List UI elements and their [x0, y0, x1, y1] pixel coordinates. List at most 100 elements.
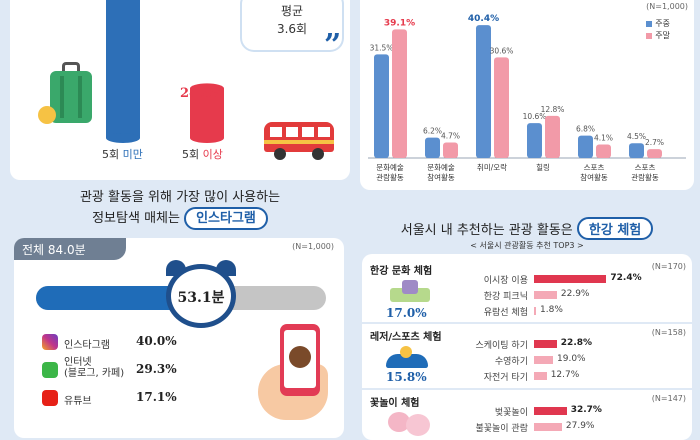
wave-illustration [386, 346, 428, 368]
youtube-icon [42, 390, 58, 406]
bar-over-5-base [190, 133, 224, 143]
category-label: 취미/오락 [477, 163, 507, 172]
data-label: 12.8% [541, 105, 565, 114]
category-label: 참여활동 [427, 172, 455, 182]
item-value: 22.9% [560, 289, 590, 299]
data-label: 4.1% [594, 134, 613, 143]
bar-weekday [629, 143, 644, 158]
category-label: 문화예술 [427, 162, 455, 172]
section-n-leisure: (N=158) [651, 328, 686, 337]
item-label: 불꽃놀이 관람 [475, 424, 528, 434]
bar-over-5-top [190, 83, 224, 94]
section-n-hangang: (N=170) [651, 262, 686, 271]
bar-weekend [443, 142, 458, 158]
category-label: 참여활동 [580, 172, 608, 182]
legend-weekday: 주중 [646, 18, 670, 29]
data-label: 6.2% [423, 127, 442, 136]
suitcase-illustration [38, 62, 94, 124]
over-5-label: 5회 이상 [182, 148, 223, 161]
section-pct-hangang: 17.0% [386, 306, 427, 320]
media-value-youtube: 17.1% [136, 390, 177, 404]
item-bar [534, 372, 547, 380]
hangang-picnic-illustration [390, 280, 430, 304]
item-value: 19.0% [557, 354, 586, 364]
media-title-line2: 정보탐색 매체는 인스타그램 [10, 207, 350, 230]
bar-under-5 [106, 0, 140, 138]
item-value: 12.7% [550, 370, 580, 380]
section-n-flower: (N=147) [651, 394, 686, 403]
data-label: 30.6% [490, 46, 514, 55]
close-quote-icon: ” [324, 28, 342, 63]
media-n-note: (N=1,000) [292, 242, 334, 251]
item-bar [534, 407, 567, 415]
bar-weekday [374, 54, 389, 158]
item-label: 스케이팅 하기 [475, 341, 528, 351]
item-value: 1.8% [540, 305, 563, 315]
section-name-hangang: 한강 문화 체험 [370, 266, 433, 277]
item-label: 벚꽃놀이 [494, 408, 528, 418]
item-label: 자전거 타기 [483, 373, 528, 383]
visit-frequency-panel: 5회 미만 24.8% 5회 이상 “ 평균 3.6회 ” [10, 0, 350, 180]
cherry-blossom-illustration [388, 412, 432, 438]
total-time-badge: 전체 84.0분 [14, 238, 126, 260]
bar-weekday [578, 135, 593, 158]
item-label: 한강 피크닉 [483, 292, 528, 302]
media-title-prefix: 정보탐색 매체는 [92, 211, 180, 226]
phone-in-hand-illustration [258, 324, 340, 424]
category-label: 스포츠 [584, 163, 605, 172]
section-name-leisure: 레저/스포츠 체험 [370, 332, 442, 343]
n-note: (N=1,000) [646, 2, 688, 11]
section-name-flower: 꽃놀이 체험 [370, 398, 420, 409]
activity-chart-panel: (N=1,000) 주중 주말 31.5% 39.1% 문화예술 관람활동 6.2% 4.… [360, 0, 694, 190]
item-bar [534, 423, 562, 431]
media-title-line1: 관광 활동을 위해 가장 많이 사용하는 [79, 190, 281, 205]
data-label: 4.7% [441, 132, 460, 141]
data-label: 4.5% [627, 132, 646, 141]
section-divider [362, 322, 692, 324]
category-label: 힐링 [536, 162, 550, 172]
data-label: 10.6% [523, 112, 547, 121]
bar-weekend [596, 144, 611, 158]
bar-weekend [545, 115, 560, 158]
media-title-highlight: 인스타그램 [184, 207, 268, 230]
media-title: 관광 활동을 위해 가장 많이 사용하는 정보탐색 매체는 인스타그램 [10, 188, 350, 230]
recommend-subtitle: < 서울시 관광활동 추천 TOP3 > [470, 241, 584, 250]
recommend-title: 서울시 내 추천하는 관광 활동은 한강 체험 [360, 217, 694, 240]
data-label: 40.4% [468, 14, 499, 24]
data-label: 2.7% [645, 138, 664, 147]
bar-over-5 [190, 88, 224, 138]
category-label: 문화예술 [376, 162, 404, 172]
item-label: 수영하기 [494, 357, 528, 367]
visit-bars [106, 0, 224, 143]
data-label: 31.5% [370, 43, 394, 52]
item-bar [534, 275, 607, 283]
recommend-title-prefix: 서울시 내 추천하는 관광 활동은 [400, 223, 573, 238]
category-label: 스포츠 [635, 163, 656, 172]
item-bar [534, 291, 557, 299]
bus-illustration [264, 122, 334, 160]
item-value: 32.7% [570, 405, 602, 415]
over-5-pct: 24.8% [180, 86, 225, 101]
section-divider [362, 388, 692, 390]
category-label: 관람활동 [631, 172, 659, 182]
item-bar [534, 340, 557, 348]
item-value: 22.8% [560, 338, 593, 348]
bar-weekday [425, 137, 440, 158]
bar-under-5-base [106, 133, 140, 143]
bar-weekend [494, 57, 509, 158]
legend-weekend: 주말 [646, 30, 670, 41]
media-item-youtube: 유튜브 [64, 396, 92, 407]
recommend-panel: 한강 문화 체험 (N=170) 17.0% 이시장 이용 한강 피크닉 유람선… [362, 254, 692, 440]
item-label: 유람선 체험 [483, 308, 528, 318]
media-item-internet: 인터넷 (블로그, 카페) [64, 357, 125, 379]
clock-icon: 53.1분 [166, 264, 236, 328]
item-value: 27.9% [565, 421, 595, 431]
media-panel: 전체 84.0분 (N=1,000) 53.1분 인스타그램 40.0% 인터넷… [14, 238, 344, 438]
item-value: 72.4% [610, 273, 642, 283]
item-label: 이시장 이용 [483, 276, 528, 286]
bar-weekend [647, 149, 662, 158]
category-label: 관람활동 [376, 172, 404, 182]
under-5-label: 5회 미만 [102, 148, 143, 161]
item-bar [534, 356, 553, 364]
